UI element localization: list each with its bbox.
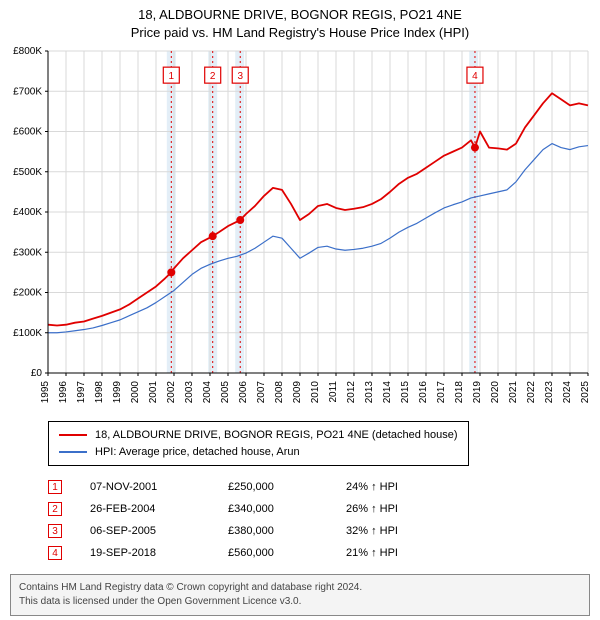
row-pct: 32% ↑ HPI bbox=[346, 525, 436, 537]
svg-text:£300K: £300K bbox=[13, 247, 42, 258]
svg-text:2016: 2016 bbox=[418, 381, 429, 404]
svg-text:2015: 2015 bbox=[400, 381, 411, 404]
svg-text:£200K: £200K bbox=[13, 288, 42, 299]
svg-text:4: 4 bbox=[472, 71, 478, 82]
svg-text:1997: 1997 bbox=[76, 381, 87, 404]
table-row: 2 26-FEB-2004 £340,000 26% ↑ HPI bbox=[48, 498, 590, 520]
svg-text:2012: 2012 bbox=[346, 381, 357, 404]
legend-swatch bbox=[59, 434, 87, 436]
row-price: £340,000 bbox=[228, 503, 318, 515]
svg-text:2019: 2019 bbox=[472, 381, 483, 404]
svg-text:1999: 1999 bbox=[112, 381, 123, 404]
row-price: £560,000 bbox=[228, 547, 318, 559]
row-date: 19-SEP-2018 bbox=[90, 547, 200, 559]
svg-text:£100K: £100K bbox=[13, 328, 42, 339]
svg-text:2003: 2003 bbox=[184, 381, 195, 404]
svg-text:2010: 2010 bbox=[310, 381, 321, 404]
svg-text:3: 3 bbox=[237, 71, 243, 82]
legend-label: HPI: Average price, detached house, Arun bbox=[95, 444, 300, 461]
svg-text:2013: 2013 bbox=[364, 381, 375, 404]
svg-text:2000: 2000 bbox=[130, 381, 141, 404]
svg-text:2014: 2014 bbox=[382, 381, 393, 404]
page-container: 18, ALDBOURNE DRIVE, BOGNOR REGIS, PO21 … bbox=[0, 0, 600, 616]
legend-row: 18, ALDBOURNE DRIVE, BOGNOR REGIS, PO21 … bbox=[59, 427, 458, 444]
legend-label: 18, ALDBOURNE DRIVE, BOGNOR REGIS, PO21 … bbox=[95, 427, 458, 444]
svg-text:2008: 2008 bbox=[274, 381, 285, 404]
row-pct: 26% ↑ HPI bbox=[346, 503, 436, 515]
chart-titles: 18, ALDBOURNE DRIVE, BOGNOR REGIS, PO21 … bbox=[0, 0, 600, 43]
row-pct: 21% ↑ HPI bbox=[346, 547, 436, 559]
svg-text:2025: 2025 bbox=[580, 381, 591, 404]
line-chart-svg: £0 £100K £200K £300K £400K £500K £600K £700K £80… bbox=[0, 43, 600, 413]
legend-box: 18, ALDBOURNE DRIVE, BOGNOR REGIS, PO21 … bbox=[48, 421, 469, 466]
row-marker: 4 bbox=[48, 546, 62, 560]
svg-text:2007: 2007 bbox=[256, 381, 267, 404]
svg-text:1996: 1996 bbox=[58, 381, 69, 404]
svg-text:2002: 2002 bbox=[166, 381, 177, 404]
svg-text:2: 2 bbox=[210, 71, 216, 82]
row-marker: 1 bbox=[48, 480, 62, 494]
svg-text:2023: 2023 bbox=[544, 381, 555, 404]
svg-text:£400K: £400K bbox=[13, 207, 42, 218]
row-marker: 2 bbox=[48, 502, 62, 516]
svg-text:£0: £0 bbox=[31, 368, 43, 379]
svg-text:2005: 2005 bbox=[220, 381, 231, 404]
svg-text:1998: 1998 bbox=[94, 381, 105, 404]
footer-note: Contains HM Land Registry data © Crown c… bbox=[10, 574, 590, 616]
svg-text:2009: 2009 bbox=[292, 381, 303, 404]
price-table: 1 07-NOV-2001 £250,000 24% ↑ HPI 2 26-FEB-200… bbox=[48, 476, 590, 564]
row-marker: 3 bbox=[48, 524, 62, 538]
legend-row: HPI: Average price, detached house, Arun bbox=[59, 444, 458, 461]
table-row: 4 19-SEP-2018 £560,000 21% ↑ HPI bbox=[48, 542, 590, 564]
row-date: 26-FEB-2004 bbox=[90, 503, 200, 515]
row-date: 07-NOV-2001 bbox=[90, 481, 200, 493]
table-row: 3 06-SEP-2005 £380,000 32% ↑ HPI bbox=[48, 520, 590, 542]
title-line-1: 18, ALDBOURNE DRIVE, BOGNOR REGIS, PO21 … bbox=[0, 6, 600, 24]
svg-text:£700K: £700K bbox=[13, 86, 42, 97]
svg-text:2017: 2017 bbox=[436, 381, 447, 404]
svg-text:1: 1 bbox=[169, 71, 175, 82]
svg-text:£800K: £800K bbox=[13, 46, 42, 57]
table-row: 1 07-NOV-2001 £250,000 24% ↑ HPI bbox=[48, 476, 590, 498]
svg-text:£600K: £600K bbox=[13, 127, 42, 138]
svg-text:2001: 2001 bbox=[148, 381, 159, 404]
row-price: £250,000 bbox=[228, 481, 318, 493]
footer-line-2: This data is licensed under the Open Gov… bbox=[19, 595, 581, 609]
svg-text:2006: 2006 bbox=[238, 381, 249, 404]
svg-text:£500K: £500K bbox=[13, 167, 42, 178]
svg-text:2020: 2020 bbox=[490, 381, 501, 404]
svg-text:1995: 1995 bbox=[40, 381, 51, 404]
row-date: 06-SEP-2005 bbox=[90, 525, 200, 537]
svg-text:2024: 2024 bbox=[562, 381, 573, 404]
title-line-2: Price paid vs. HM Land Registry's House … bbox=[0, 24, 600, 42]
svg-text:2021: 2021 bbox=[508, 381, 519, 404]
svg-text:2022: 2022 bbox=[526, 381, 537, 404]
row-price: £380,000 bbox=[228, 525, 318, 537]
row-pct: 24% ↑ HPI bbox=[346, 481, 436, 493]
svg-text:2004: 2004 bbox=[202, 381, 213, 404]
svg-text:2011: 2011 bbox=[328, 381, 339, 403]
footer-line-1: Contains HM Land Registry data © Crown c… bbox=[19, 581, 581, 595]
svg-text:2018: 2018 bbox=[454, 381, 465, 404]
legend-swatch bbox=[59, 451, 87, 453]
chart-area: £0 £100K £200K £300K £400K £500K £600K £700K £80… bbox=[0, 43, 600, 413]
